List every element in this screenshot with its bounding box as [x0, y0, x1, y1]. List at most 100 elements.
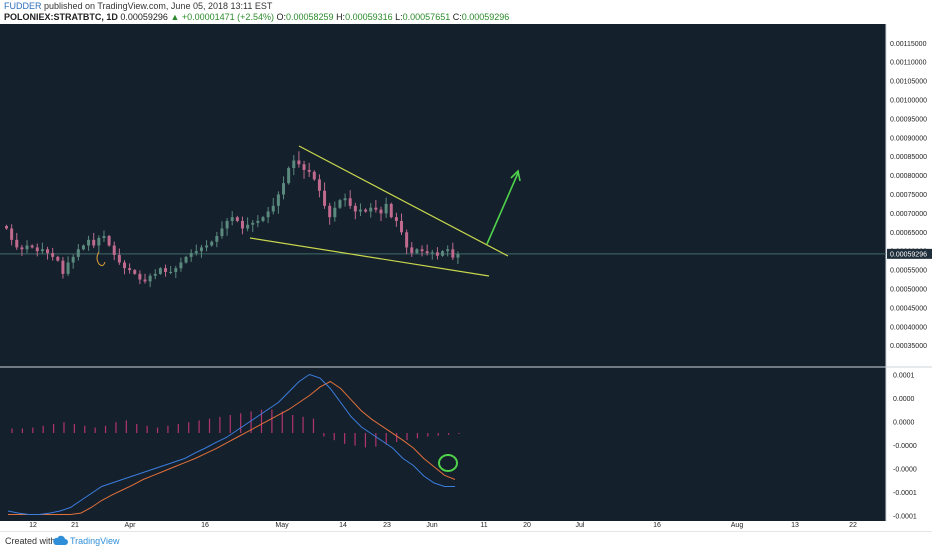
candle-body [297, 160, 301, 165]
price-tick-label: 0.00090000 [890, 135, 927, 142]
marker-scribble [96, 251, 106, 267]
current-price-label: 0.00059296 [890, 251, 927, 258]
price-tick-label: 0.00035000 [890, 343, 927, 350]
candle-body [271, 205, 275, 212]
candle-body [323, 190, 327, 206]
candle-body [148, 275, 152, 282]
price-tick-label: 0.00095000 [890, 116, 927, 123]
time-tick-label: 16 [201, 522, 209, 529]
chart-area[interactable]: 0.00115000 0.00110000 0.00105000 0.00100000… [0, 24, 932, 531]
time-tick-label: Jun [426, 522, 437, 529]
candle-body [307, 169, 311, 172]
macd-tick-label: 0.0000 [893, 420, 915, 427]
drawing-annotations[interactable] [96, 145, 521, 472]
candle-body [40, 249, 44, 252]
lower-trendline[interactable] [249, 237, 490, 277]
open-label: O: [276, 12, 286, 22]
candle-body [369, 207, 373, 212]
upper-trendline[interactable] [298, 145, 509, 257]
candle-body [143, 279, 147, 282]
candle-body [179, 262, 183, 269]
candle-body [348, 198, 352, 206]
candle-body [261, 217, 265, 221]
highlight-circle[interactable] [438, 454, 458, 472]
candle-body [266, 211, 270, 218]
close-value: 0.00059296 [461, 12, 510, 22]
candle-body [384, 203, 388, 214]
candle-body [35, 247, 39, 252]
candle-body [256, 220, 260, 223]
time-tick-label: 20 [523, 522, 531, 529]
price-tick-label: 0.00040000 [890, 324, 927, 331]
macd-pane[interactable] [7, 373, 460, 515]
candle-body [51, 253, 55, 257]
candle-body [410, 247, 414, 254]
macd-tick-label: -0.0000 [893, 467, 917, 474]
breakout-arrow[interactable] [486, 172, 519, 245]
price-axis[interactable]: 0.00115000 0.00110000 0.00105000 0.00100000… [887, 41, 932, 350]
candle-body [10, 228, 14, 240]
candle-body [189, 253, 193, 257]
candle-body [194, 251, 198, 254]
candle-body [302, 164, 306, 170]
candle-body [400, 220, 404, 233]
candle-body [92, 239, 96, 246]
tradingview-cloud-icon [53, 535, 68, 545]
macd-axis[interactable]: 0.0001 0.0000 0.0000 -0.0000 -0.0000 -0.0001 -… [893, 373, 917, 521]
candle-body [446, 249, 450, 252]
candle-body [66, 262, 70, 274]
price-tick-label: 0.00075000 [890, 192, 927, 199]
candle-body [282, 183, 286, 195]
candle-body [15, 239, 19, 248]
candle-body [210, 241, 214, 246]
candle-body [158, 268, 162, 274]
price-tick-label: 0.00045000 [890, 305, 927, 312]
macd-tick-label: 0.0001 [893, 373, 915, 380]
candle-body [364, 209, 368, 212]
price-pane[interactable] [0, 151, 886, 288]
last-price: 0.00059296 [120, 12, 168, 22]
candle-body [184, 256, 188, 263]
tradingview-brand[interactable]: TradingView [70, 536, 120, 546]
time-tick-label: Apr [125, 522, 137, 529]
time-tick-label: 16 [653, 522, 661, 529]
candle-body [276, 194, 280, 206]
time-tick-label: 22 [849, 522, 857, 529]
created-with-text: Created with [5, 536, 56, 546]
candle-body [451, 249, 455, 258]
candle-body [76, 249, 80, 257]
candle-body [174, 268, 178, 272]
candle-body [379, 209, 383, 214]
candle-body [81, 245, 85, 250]
time-axis[interactable]: 12 21 Apr 16 May 14 23 Jun 11 20 Jul 16 Aug 13 22 [29, 522, 857, 529]
candle-body [97, 237, 101, 246]
candle-body [153, 273, 157, 276]
footer: Created with TradingView [0, 531, 932, 551]
candle-body [374, 207, 378, 210]
candle-body [164, 268, 168, 272]
price-tick-label: 0.00065000 [890, 230, 927, 237]
candle-body [117, 254, 121, 263]
candle-body [317, 179, 321, 191]
price-tick-label: 0.00100000 [890, 98, 927, 105]
candle-body [435, 252, 439, 256]
candle-body [235, 217, 239, 221]
candle-body [56, 256, 60, 261]
candle-body [343, 198, 347, 201]
price-change: +0.00001471 (+2.54%) [181, 12, 274, 22]
candle-body [102, 236, 106, 238]
candle-body [122, 262, 126, 269]
macd-line [7, 373, 455, 515]
chart-header: FUDDER published on TradingView.com, Jun… [0, 0, 932, 24]
author-link[interactable]: FUDDER [4, 1, 42, 11]
candle-body [430, 252, 434, 254]
candle-body [425, 251, 429, 254]
current-price-box [887, 248, 932, 259]
candle-body [312, 171, 316, 180]
arrow-head-icon [510, 169, 521, 182]
candle-body [112, 245, 116, 255]
time-tick-label: Aug [731, 522, 744, 529]
price-tick-label: 0.00070000 [890, 211, 927, 218]
candle-body [71, 256, 75, 263]
close-label: C: [452, 12, 462, 22]
